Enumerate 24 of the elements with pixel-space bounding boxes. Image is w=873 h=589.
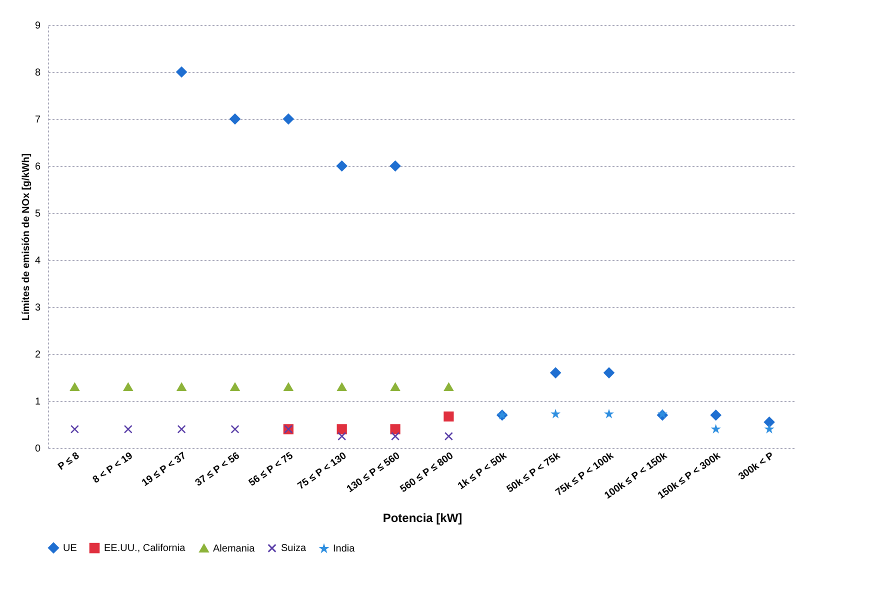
y-tick-label: 0 [34,444,41,454]
y-axis-title: Límites de emisión de NOx [g/kWh] [20,153,32,321]
y-tick-label: 7 [34,114,41,126]
y-tick-label: 1 [34,396,41,408]
x-tick-label: P ≤ 8 [56,450,82,473]
y-tick-label: 5 [34,208,41,220]
y-tick-label: 4 [34,256,41,266]
x-tick-label: 56 ≤ P < 75 [247,450,296,489]
legend-label: UE [63,542,78,554]
x-tick-label: 19 ≤ P < 37 [140,450,189,489]
x-tick-label: 300k < P [736,450,776,483]
legend-label: India [333,544,356,555]
legend-label: Suiza [281,543,306,554]
legend-label: Alemania [213,543,256,554]
y-tick-label: 8 [34,68,41,78]
y-tick-label: 2 [34,350,41,360]
y-tick-label: 6 [34,162,41,172]
y-tick-label: 3 [34,302,41,314]
x-tick-label: 8 < P < 19 [90,450,136,486]
legend-label: EE.UU., California [104,543,186,554]
x-tick-label: 37 ≤ P < 56 [194,450,242,489]
x-axis-title: Potencia [kW] [382,510,462,525]
y-tick-label: 9 [34,20,41,32]
x-tick-label: 560 ≤ P ≤ 800 [398,450,456,496]
